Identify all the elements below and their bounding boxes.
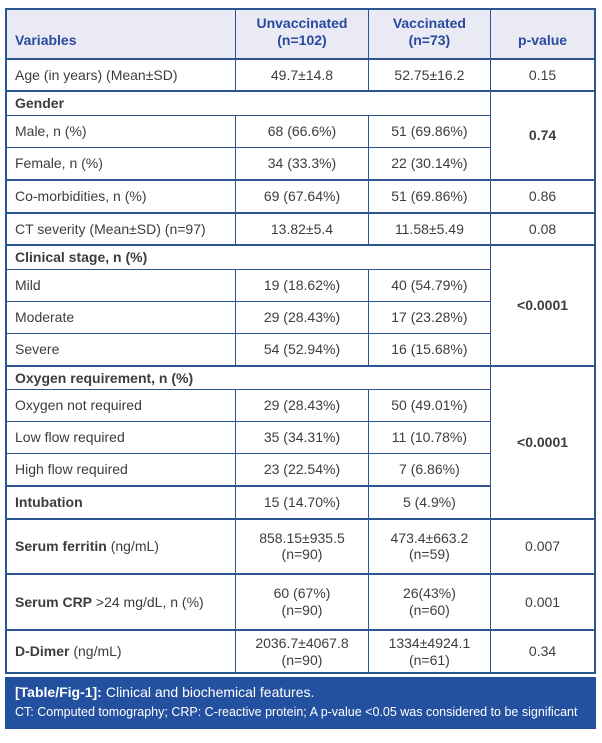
header-row: Variables Unvaccinated (n=102) Vaccinate…	[5, 8, 596, 60]
unvaccinated-value: 13.82±5.4	[235, 211, 369, 246]
table-caption: [Table/Fig-1]: Clinical and biochemical f…	[5, 677, 596, 730]
p-value: 0.001	[490, 573, 596, 631]
unvaccinated-value: 49.7±14.8	[235, 58, 369, 92]
p-value: 0.08	[490, 211, 596, 246]
variable-label: Moderate	[5, 300, 237, 334]
variable-label: Male, n (%)	[5, 115, 237, 148]
p-value: <0.0001	[490, 364, 596, 520]
unvaccinated-value: 69 (67.64%)	[235, 178, 369, 214]
variable-label: Gender	[5, 90, 492, 117]
caption-title-line: [Table/Fig-1]: Clinical and biochemical f…	[15, 684, 586, 702]
unvaccinated-value: 29 (28.43%)	[235, 300, 369, 334]
clinical-features-table: Variables Unvaccinated (n=102) Vaccinate…	[5, 8, 596, 675]
variable-label: D-Dimer (ng/mL)	[5, 628, 237, 674]
unvaccinated-value: 68 (66.6%)	[235, 115, 369, 148]
vaccinated-value: 51 (69.86%)	[367, 115, 492, 148]
variable-label: High flow required	[5, 452, 237, 487]
table-row: Moderate 29 (28.43%) 17 (23.28%)	[5, 300, 595, 334]
unvaccinated-value: 2036.7±4067.8 (n=90)	[235, 628, 369, 674]
variable-label: Oxygen requirement, n (%)	[5, 364, 492, 391]
table-row: Mild 19 (18.62%) 40 (54.79%)	[5, 269, 595, 302]
p-value: 0.86	[490, 178, 596, 214]
unvaccinated-value: 35 (34.31%)	[235, 421, 369, 454]
p-value: <0.0001	[490, 244, 596, 367]
vaccinated-value: 17 (23.28%)	[367, 300, 492, 334]
vaccinated-value: 52.75±16.2	[367, 58, 492, 92]
table-row: Oxygen not required 29 (28.43%) 50 (49.01%…	[5, 389, 595, 423]
vaccinated-value: 5 (4.9%)	[367, 484, 492, 520]
unvaccinated-value: 23 (22.54%)	[235, 452, 369, 487]
vaccinated-value: 11 (10.78%)	[367, 421, 492, 454]
table-row: Male, n (%) 68 (66.6%) 51 (69.86%)	[5, 115, 595, 148]
unvaccinated-value: 34 (33.3%)	[235, 146, 369, 181]
variable-label: Serum CRP >24 mg/dL, n (%)	[5, 573, 237, 631]
vaccinated-value: 16 (15.68%)	[367, 332, 492, 367]
variable-label: Intubation	[5, 484, 237, 520]
table-row: Clinical stage, n (%) <0.0001	[5, 244, 596, 367]
variable-label: Co-morbidities, n (%)	[5, 178, 237, 214]
table-row: D-Dimer (ng/mL) 2036.7±4067.8 (n=90) 1334±…	[5, 628, 596, 674]
caption-title: Clinical and biochemical features.	[105, 684, 315, 701]
table-row: Severe 54 (52.94%) 16 (15.68%)	[5, 332, 595, 367]
caption-note: CT: Computed tomography; CRP: C-reactive…	[15, 704, 578, 719]
table-row: Gender 0.74	[5, 90, 596, 181]
unvaccinated-value: 54 (52.94%)	[235, 332, 369, 367]
column-header-pvalue: p-value	[490, 8, 596, 60]
vaccinated-value: 40 (54.79%)	[367, 269, 492, 302]
p-value: 0.007	[490, 517, 596, 575]
vaccinated-value: 22 (30.14%)	[367, 146, 492, 181]
column-header-variables: Variables	[5, 8, 237, 60]
variable-label: Female, n (%)	[5, 146, 237, 181]
variable-label: CT severity (Mean±SD) (n=97)	[5, 211, 237, 246]
variable-label: Severe	[5, 332, 237, 367]
table-row: CT severity (Mean±SD) (n=97) 13.82±5.4 11.…	[5, 211, 596, 246]
unvaccinated-value: 15 (14.70%)	[235, 484, 369, 520]
table-row: Serum ferritin (ng/mL) 858.15±935.5 (n=90…	[5, 517, 596, 575]
p-value: 0.15	[490, 58, 596, 92]
table-body: Age (in years) (Mean±SD) 49.7±14.8 52.75±1…	[5, 58, 596, 674]
table-row: Female, n (%) 34 (33.3%) 22 (30.14%)	[5, 146, 595, 181]
vaccinated-value: 11.58±5.49	[367, 211, 492, 246]
vaccinated-value: 26(43%) (n=60)	[367, 573, 492, 631]
table-row: Low flow required 35 (34.31%) 11 (10.78%)	[5, 421, 595, 454]
vaccinated-value: 1334±4924.1 (n=61)	[367, 628, 492, 674]
p-value: 0.34	[490, 628, 596, 674]
table-row: Age (in years) (Mean±SD) 49.7±14.8 52.75±1…	[5, 58, 596, 92]
table-row: Co-morbidities, n (%) 69 (67.64%) 51 (69.8…	[5, 178, 596, 214]
unvaccinated-value: 19 (18.62%)	[235, 269, 369, 302]
variable-label: Mild	[5, 269, 237, 302]
variable-label: Low flow required	[5, 421, 237, 454]
vaccinated-value: 50 (49.01%)	[367, 389, 492, 423]
table-row: Intubation 15 (14.70%) 5 (4.9%)	[5, 484, 595, 520]
vaccinated-value: 7 (6.86%)	[367, 452, 492, 487]
table-row: Oxygen requirement, n (%) <0.0001	[5, 364, 596, 520]
column-header-unvaccinated: Unvaccinated (n=102)	[235, 8, 369, 60]
vaccinated-value: 473.4±663.2 (n=59)	[367, 517, 492, 575]
unvaccinated-value: 29 (28.43%)	[235, 389, 369, 423]
variable-label: Oxygen not required	[5, 389, 237, 423]
unvaccinated-value: 858.15±935.5 (n=90)	[235, 517, 369, 575]
variable-label: Serum ferritin (ng/mL)	[5, 517, 237, 575]
table-row: High flow required 23 (22.54%) 7 (6.86%)	[5, 452, 595, 487]
variable-label: Age (in years) (Mean±SD)	[5, 58, 237, 92]
variable-label: Clinical stage, n (%)	[5, 244, 492, 271]
vaccinated-value: 51 (69.86%)	[367, 178, 492, 214]
table-row: Serum CRP >24 mg/dL, n (%) 60 (67%) (n=90…	[5, 573, 596, 631]
caption-tag: [Table/Fig-1]:	[15, 684, 102, 701]
column-header-vaccinated: Vaccinated (n=73)	[367, 8, 492, 60]
unvaccinated-value: 60 (67%) (n=90)	[235, 573, 369, 631]
p-value: 0.74	[490, 90, 596, 181]
